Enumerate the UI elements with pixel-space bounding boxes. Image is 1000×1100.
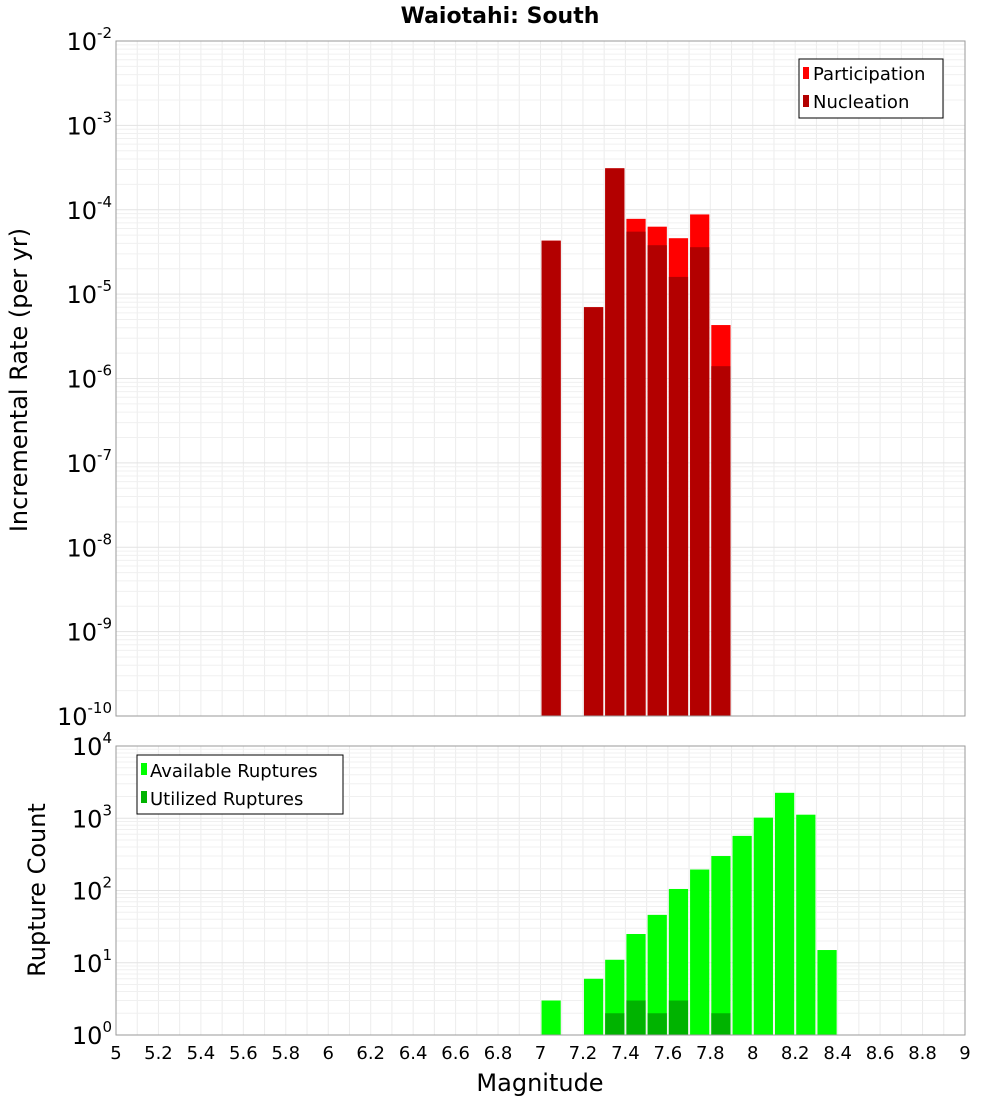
available-ruptures-legend-swatch <box>141 763 147 775</box>
x-tick-label: 6 <box>323 1043 334 1064</box>
x-tick-label: 7.8 <box>696 1043 725 1064</box>
available-ruptures-bar <box>774 792 795 1035</box>
utilized-ruptures-bar <box>711 1013 731 1035</box>
y-tick-label: 10-4 <box>66 193 112 225</box>
count-legend: Available Ruptures Utilized Ruptures <box>136 754 344 815</box>
utilized-ruptures-legend-swatch <box>141 791 147 803</box>
available-ruptures-legend-label: Available Ruptures <box>150 761 318 782</box>
nucleation-legend-label: Nucleation <box>813 92 909 113</box>
available-ruptures-bar <box>690 869 710 1035</box>
rate-legend-box <box>798 58 944 119</box>
x-tick-label: 5.2 <box>144 1043 173 1064</box>
nucleation-legend-swatch <box>803 95 809 107</box>
utilized-ruptures-legend-label: Utilized Ruptures <box>150 789 303 810</box>
x-axis-label: Magnitude <box>476 1069 603 1097</box>
x-tick-label: 8.8 <box>908 1043 937 1064</box>
y-tick-label: 10-6 <box>66 362 112 394</box>
x-tick-label: 6.2 <box>356 1043 385 1064</box>
y-tick-label: 10-9 <box>66 615 112 647</box>
y-tick-label: 10-10 <box>57 699 112 731</box>
available-ruptures-bar <box>541 1000 561 1035</box>
utilized-ruptures-bar <box>605 1013 625 1035</box>
y-tick-label: 101 <box>72 946 112 978</box>
available-ruptures-bar <box>668 888 689 1035</box>
available-ruptures-bar <box>753 817 773 1035</box>
y-tick-label: 10-7 <box>66 446 112 478</box>
available-ruptures-bar <box>711 856 731 1035</box>
nucleation-bar <box>647 245 667 717</box>
count-panel-frame <box>115 745 966 1036</box>
chart-title: Waiotahi: South <box>401 4 600 29</box>
y-tick-label: 10-3 <box>66 108 112 140</box>
available-ruptures-bar <box>817 950 837 1035</box>
x-tick-label: 7.2 <box>569 1043 598 1064</box>
y-tick-label: 104 <box>72 729 112 761</box>
utilized-ruptures-bar <box>647 1013 667 1035</box>
x-tick-label: 8.2 <box>781 1043 810 1064</box>
nucleation-bar <box>668 276 689 716</box>
participation-legend-swatch <box>803 67 809 79</box>
x-tick-label: 5.8 <box>271 1043 300 1064</box>
utilized-ruptures-bar <box>668 1000 689 1035</box>
available-ruptures-bar <box>732 835 752 1035</box>
y-tick-label: 10-2 <box>66 24 112 56</box>
nucleation-bar <box>626 231 646 716</box>
y-tick-label: 10-8 <box>66 530 112 562</box>
nucleation-bar <box>541 240 561 717</box>
nucleation-bar <box>583 307 604 716</box>
x-tick-label: 7.6 <box>654 1043 683 1064</box>
nucleation-bar <box>711 366 731 716</box>
participation-legend-label: Participation <box>813 64 925 85</box>
y-tick-label: 103 <box>72 801 112 833</box>
utilized-ruptures-bar <box>626 1000 646 1035</box>
x-tick-label: 8 <box>747 1043 758 1064</box>
x-tick-label: 8.4 <box>823 1043 852 1064</box>
count-y-axis-label: Rupture Count <box>23 803 51 977</box>
x-tick-label: 7.4 <box>611 1043 640 1064</box>
x-tick-label: 6.4 <box>399 1043 428 1064</box>
x-tick-label: 5.4 <box>187 1043 216 1064</box>
rate-y-axis-label: Incremental Rate (per yr) <box>5 228 33 532</box>
x-tick-label: 6.6 <box>441 1043 470 1064</box>
available-ruptures-bar <box>647 914 667 1035</box>
rate-legend: Participation Nucleation <box>798 58 944 119</box>
y-tick-label: 102 <box>72 874 112 906</box>
count-legend-box <box>136 754 344 815</box>
x-tick-label: 9 <box>959 1043 970 1064</box>
nucleation-bar <box>690 247 710 716</box>
x-tick-label: 5 <box>110 1043 121 1064</box>
x-tick-label: 5.6 <box>229 1043 258 1064</box>
y-tick-label: 10-5 <box>66 277 112 309</box>
x-tick-label: 7 <box>535 1043 546 1064</box>
y-tick-label: 100 <box>72 1018 112 1050</box>
nucleation-bar <box>605 168 625 716</box>
available-ruptures-bar <box>583 978 604 1035</box>
x-tick-label: 8.6 <box>866 1043 895 1064</box>
x-tick-label: 6.8 <box>484 1043 513 1064</box>
rate-panel-frame <box>115 40 966 717</box>
available-ruptures-bar <box>796 814 816 1035</box>
